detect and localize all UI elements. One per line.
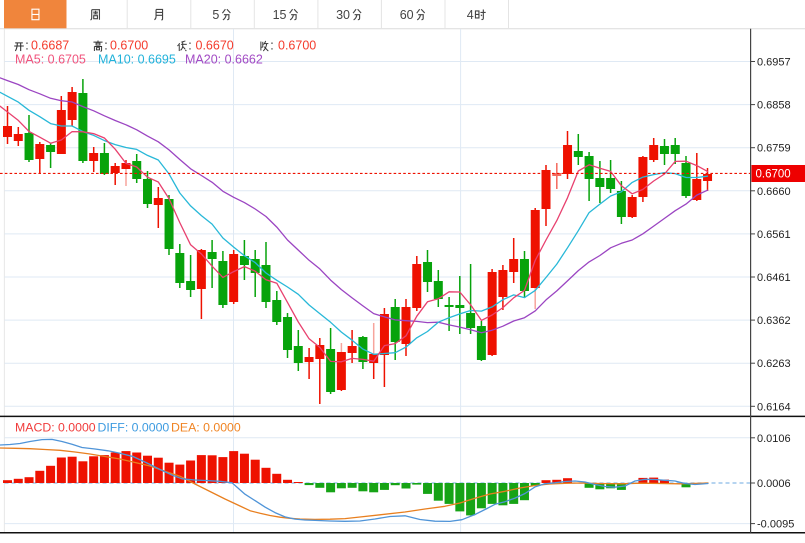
svg-text:DEA: 0.0000: DEA: 0.0000	[171, 421, 241, 435]
svg-text::: :	[104, 39, 107, 53]
svg-text:MA5: 0.6705: MA5: 0.6705	[15, 52, 86, 66]
svg-text:30: 30	[336, 8, 350, 22]
svg-text:0.6263: 0.6263	[757, 358, 791, 370]
svg-text:60: 60	[400, 8, 414, 22]
svg-text:15: 15	[273, 8, 287, 22]
svg-text:0.6461: 0.6461	[757, 272, 791, 284]
svg-text::: :	[25, 39, 28, 53]
svg-text:0.6700: 0.6700	[278, 39, 316, 53]
svg-text:MA20: 0.6662: MA20: 0.6662	[185, 52, 263, 66]
svg-text:DIFF: 0.0000: DIFF: 0.0000	[98, 421, 170, 435]
svg-text:0.6858: 0.6858	[757, 100, 791, 112]
svg-text:0.6700: 0.6700	[756, 169, 791, 181]
svg-text:0.6759: 0.6759	[757, 143, 791, 155]
svg-text::: :	[270, 39, 273, 53]
svg-text:0.6687: 0.6687	[31, 39, 69, 53]
svg-text:MA10: 0.6695: MA10: 0.6695	[98, 52, 176, 66]
svg-text:0.6561: 0.6561	[757, 229, 791, 241]
svg-text:-0.0095: -0.0095	[757, 519, 794, 531]
svg-text::: :	[188, 39, 191, 53]
svg-text:4: 4	[467, 8, 474, 22]
svg-text:0.6362: 0.6362	[757, 315, 791, 327]
svg-text:5: 5	[212, 8, 219, 22]
svg-text:0.0106: 0.0106	[757, 433, 791, 445]
svg-text:0.6670: 0.6670	[196, 39, 234, 53]
svg-text:0.6957: 0.6957	[757, 57, 791, 69]
svg-text:0.0006: 0.0006	[757, 478, 791, 490]
svg-text:0.6660: 0.6660	[757, 186, 791, 198]
svg-text:0.6164: 0.6164	[757, 401, 791, 413]
svg-text:0.6700: 0.6700	[110, 39, 148, 53]
svg-text:MACD: 0.0000: MACD: 0.0000	[15, 421, 96, 435]
